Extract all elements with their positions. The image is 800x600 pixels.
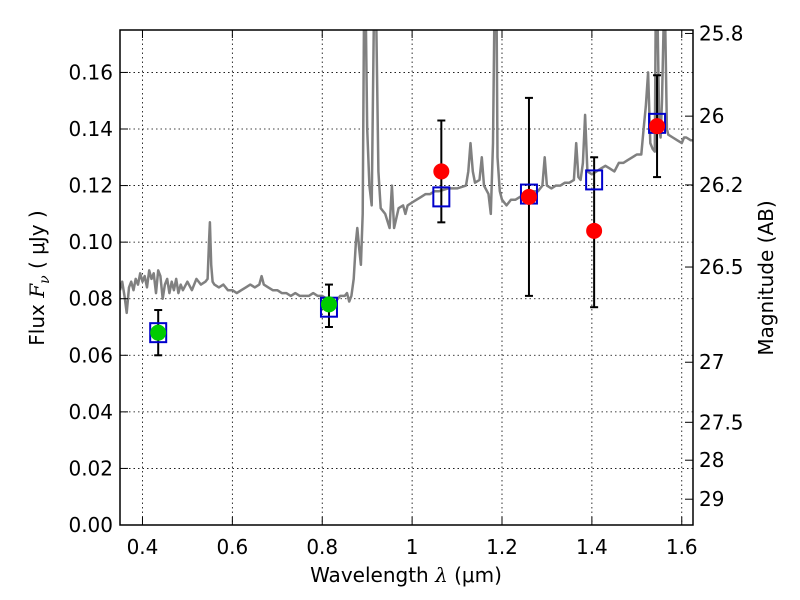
y-axis-label-symbol: F — [25, 283, 49, 299]
y2-tick-label: 26 — [699, 104, 724, 128]
axis-ticks: 0.4 0.6 0.8 1 1.2 1.4 1.6 0.00 0.02 0.04 0.06 0.08 0… — [68, 21, 743, 559]
y-axis-label-unit: ( μJy ) — [25, 210, 49, 275]
x-axis-label: Wavelength λ (μm) — [310, 563, 502, 587]
y2-tick-label: 28 — [699, 448, 724, 472]
plot-area — [120, 30, 693, 357]
x-tick-label: 0.8 — [306, 535, 338, 559]
y2-tick-label: 29 — [699, 487, 724, 511]
y-axis-label: Flux Fν ( μJy ) — [25, 210, 53, 345]
x-tick-label: 1 — [406, 535, 419, 559]
model-square-marker — [432, 186, 451, 208]
spectrum-line — [120, 30, 693, 315]
y2-tick-label: 26.5 — [699, 255, 744, 279]
y-axis-label-prefix: Flux — [25, 298, 49, 346]
observed-point-marker — [150, 324, 167, 341]
grid-lines — [120, 30, 693, 526]
observed-point-marker — [586, 222, 603, 239]
observed-point-marker — [433, 163, 450, 180]
observed-point-marker — [320, 296, 337, 313]
x-tick-label: 1.4 — [576, 535, 608, 559]
y2-tick-label: 27.5 — [699, 410, 744, 434]
y-tick-label: 0.06 — [68, 343, 113, 367]
x-tick-label: 0.4 — [127, 535, 159, 559]
y2-axis-label: Magnitude (AB) — [754, 200, 778, 355]
x-axis-label-prefix: Wavelength — [310, 563, 435, 587]
observed-point-marker — [649, 118, 666, 135]
y2-tick-label: 27 — [699, 350, 724, 374]
y-tick-label: 0.00 — [68, 513, 113, 537]
x-tick-label: 0.6 — [216, 535, 248, 559]
observed-point-marker — [520, 188, 537, 205]
x-axis-label-symbol: λ — [434, 563, 448, 587]
x-tick-label: 1.6 — [666, 535, 698, 559]
y-tick-label: 0.10 — [68, 230, 113, 254]
y-tick-label: 0.16 — [68, 60, 113, 84]
y2-tick-label: 25.8 — [699, 21, 744, 45]
y-tick-label: 0.12 — [68, 174, 113, 198]
y-tick-label: 0.02 — [68, 456, 113, 480]
y-tick-label: 0.08 — [68, 287, 113, 311]
y-tick-label: 0.04 — [68, 400, 113, 424]
x-axis-label-unit: (μm) — [448, 563, 502, 587]
model-square-marker — [585, 169, 604, 191]
y2-tick-label: 26.2 — [699, 173, 744, 197]
y-axis-label-subscript: ν — [37, 275, 53, 284]
plot-frame — [119, 29, 694, 526]
y-tick-label: 0.14 — [68, 117, 113, 141]
x-tick-label: 1.2 — [486, 535, 518, 559]
